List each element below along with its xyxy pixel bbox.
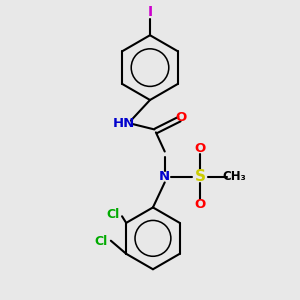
- Text: O: O: [175, 111, 187, 124]
- Text: I: I: [147, 5, 153, 19]
- Text: Cl: Cl: [95, 235, 108, 248]
- Text: Cl: Cl: [106, 208, 120, 221]
- Text: S: S: [194, 169, 206, 184]
- Text: CH₃: CH₃: [222, 170, 246, 183]
- Text: N: N: [159, 170, 170, 183]
- Text: O: O: [194, 142, 206, 155]
- Text: O: O: [194, 198, 206, 211]
- Text: HN: HN: [112, 117, 135, 130]
